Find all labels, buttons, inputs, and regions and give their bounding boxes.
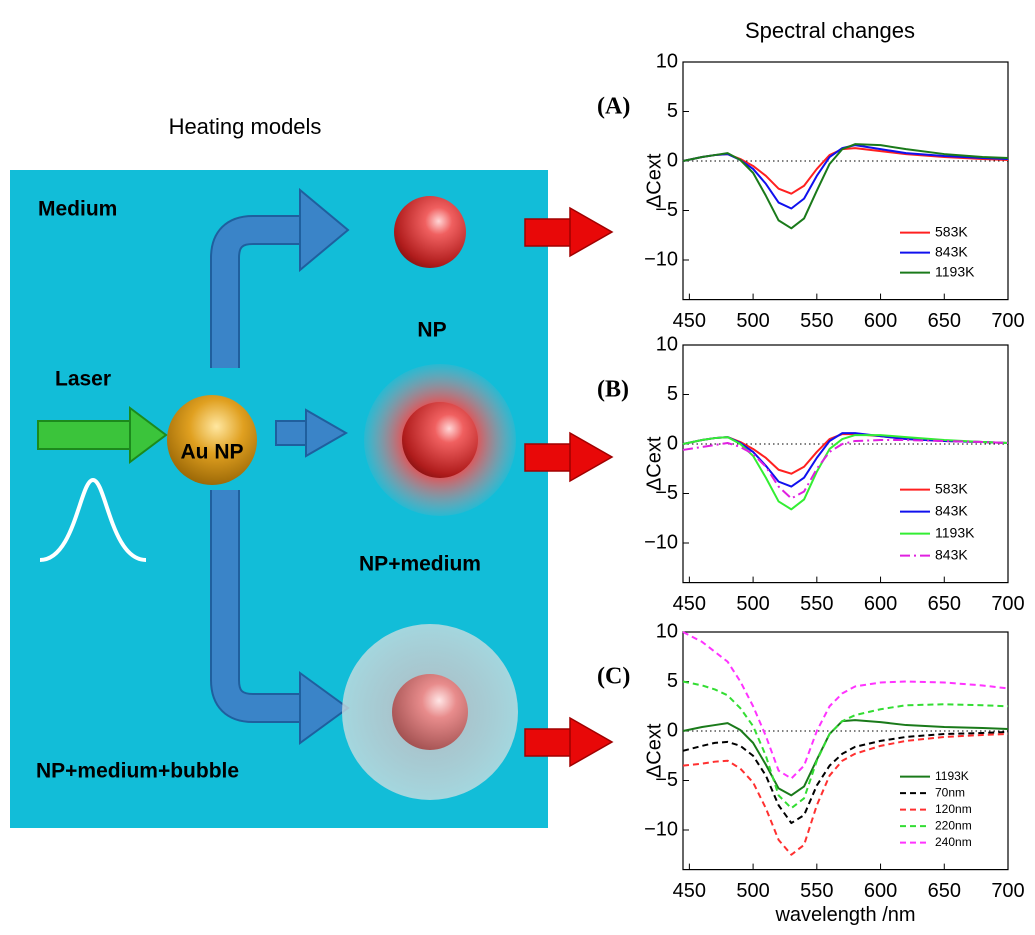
x-tick-label: 550 [800, 310, 833, 332]
legend-label: 220nm [935, 818, 972, 832]
x-tick-label: 450 [673, 310, 706, 332]
x-tick-label: 550 [800, 880, 833, 902]
y-axis-label: ΔCext [643, 153, 665, 208]
y-tick-label: 10 [656, 50, 678, 72]
x-tick-label: 650 [928, 880, 961, 902]
label-np: NP [417, 319, 446, 342]
label-np-medium-bubble: NP+medium+bubble [36, 760, 239, 783]
label-np-medium: NP+medium [359, 553, 481, 576]
y-tick-label: 5 [667, 383, 678, 405]
x-tick-label: 600 [864, 310, 897, 332]
x-tick-label: 500 [736, 310, 769, 332]
y-tick-label: 5 [667, 100, 678, 122]
x-tick-label: 550 [800, 593, 833, 615]
y-tick-label: −10 [644, 818, 678, 840]
label-laser: Laser [55, 368, 111, 391]
left-title: Heating models [169, 114, 322, 139]
legend-label: 843K [935, 546, 968, 562]
panel-label: (B) [597, 377, 629, 403]
red-arrowhead [570, 208, 612, 256]
figure: Heating models Spectral changes Medium L… [0, 0, 1035, 935]
right-title: Spectral changes [745, 18, 915, 43]
legend-label: 1193K [935, 263, 975, 279]
x-tick-label: 650 [928, 310, 961, 332]
legend-label: 1193K [935, 524, 975, 540]
np-sphere [394, 196, 466, 268]
legend-label: 1193K [935, 769, 969, 783]
np-sphere [402, 402, 478, 478]
red-arrow [525, 219, 573, 246]
series-line [683, 435, 1008, 509]
legend-label: 70nm [935, 785, 965, 799]
legend-label: 843K [935, 502, 968, 518]
red-arrow [525, 729, 573, 756]
x-tick-label: 500 [736, 593, 769, 615]
label-medium: Medium [38, 198, 117, 221]
legend-label: 583K [935, 480, 968, 496]
panel-label: (C) [597, 664, 630, 690]
legend-label: 120nm [935, 802, 972, 816]
y-tick-label: 10 [656, 620, 678, 642]
y-tick-label: 0 [667, 432, 678, 454]
red-arrowhead [570, 433, 612, 481]
y-tick-label: −10 [644, 531, 678, 553]
x-tick-label: 600 [864, 593, 897, 615]
legend-label: 843K [935, 243, 968, 259]
x-tick-label: 700 [991, 880, 1024, 902]
x-tick-label: 500 [736, 880, 769, 902]
y-tick-label: 0 [667, 149, 678, 171]
y-axis-label: ΔCext [643, 723, 665, 778]
y-tick-label: 0 [667, 719, 678, 741]
legend-label: 583K [935, 223, 968, 239]
red-arrowhead [570, 718, 612, 766]
label-au-np: Au NP [181, 441, 244, 464]
arrow [276, 421, 308, 445]
y-axis-label: ΔCext [643, 436, 665, 491]
x-tick-label: 700 [991, 310, 1024, 332]
x-tick-label: 450 [673, 880, 706, 902]
x-tick-label: 450 [673, 593, 706, 615]
y-tick-label: −10 [644, 248, 678, 270]
y-tick-label: 10 [656, 333, 678, 355]
red-arrow [525, 444, 573, 471]
legend-label: 240nm [935, 835, 972, 849]
x-tick-label: 650 [928, 593, 961, 615]
np-sphere [392, 674, 468, 750]
x-tick-label: 700 [991, 593, 1024, 615]
panel-label: (A) [597, 94, 630, 120]
x-axis-label: wavelength /nm [774, 904, 915, 926]
laser-arrow [38, 421, 132, 449]
x-tick-label: 600 [864, 880, 897, 902]
y-tick-label: 5 [667, 670, 678, 692]
diagram: Medium Laser Au NP NP NP+medium NP+mediu… [10, 170, 612, 828]
